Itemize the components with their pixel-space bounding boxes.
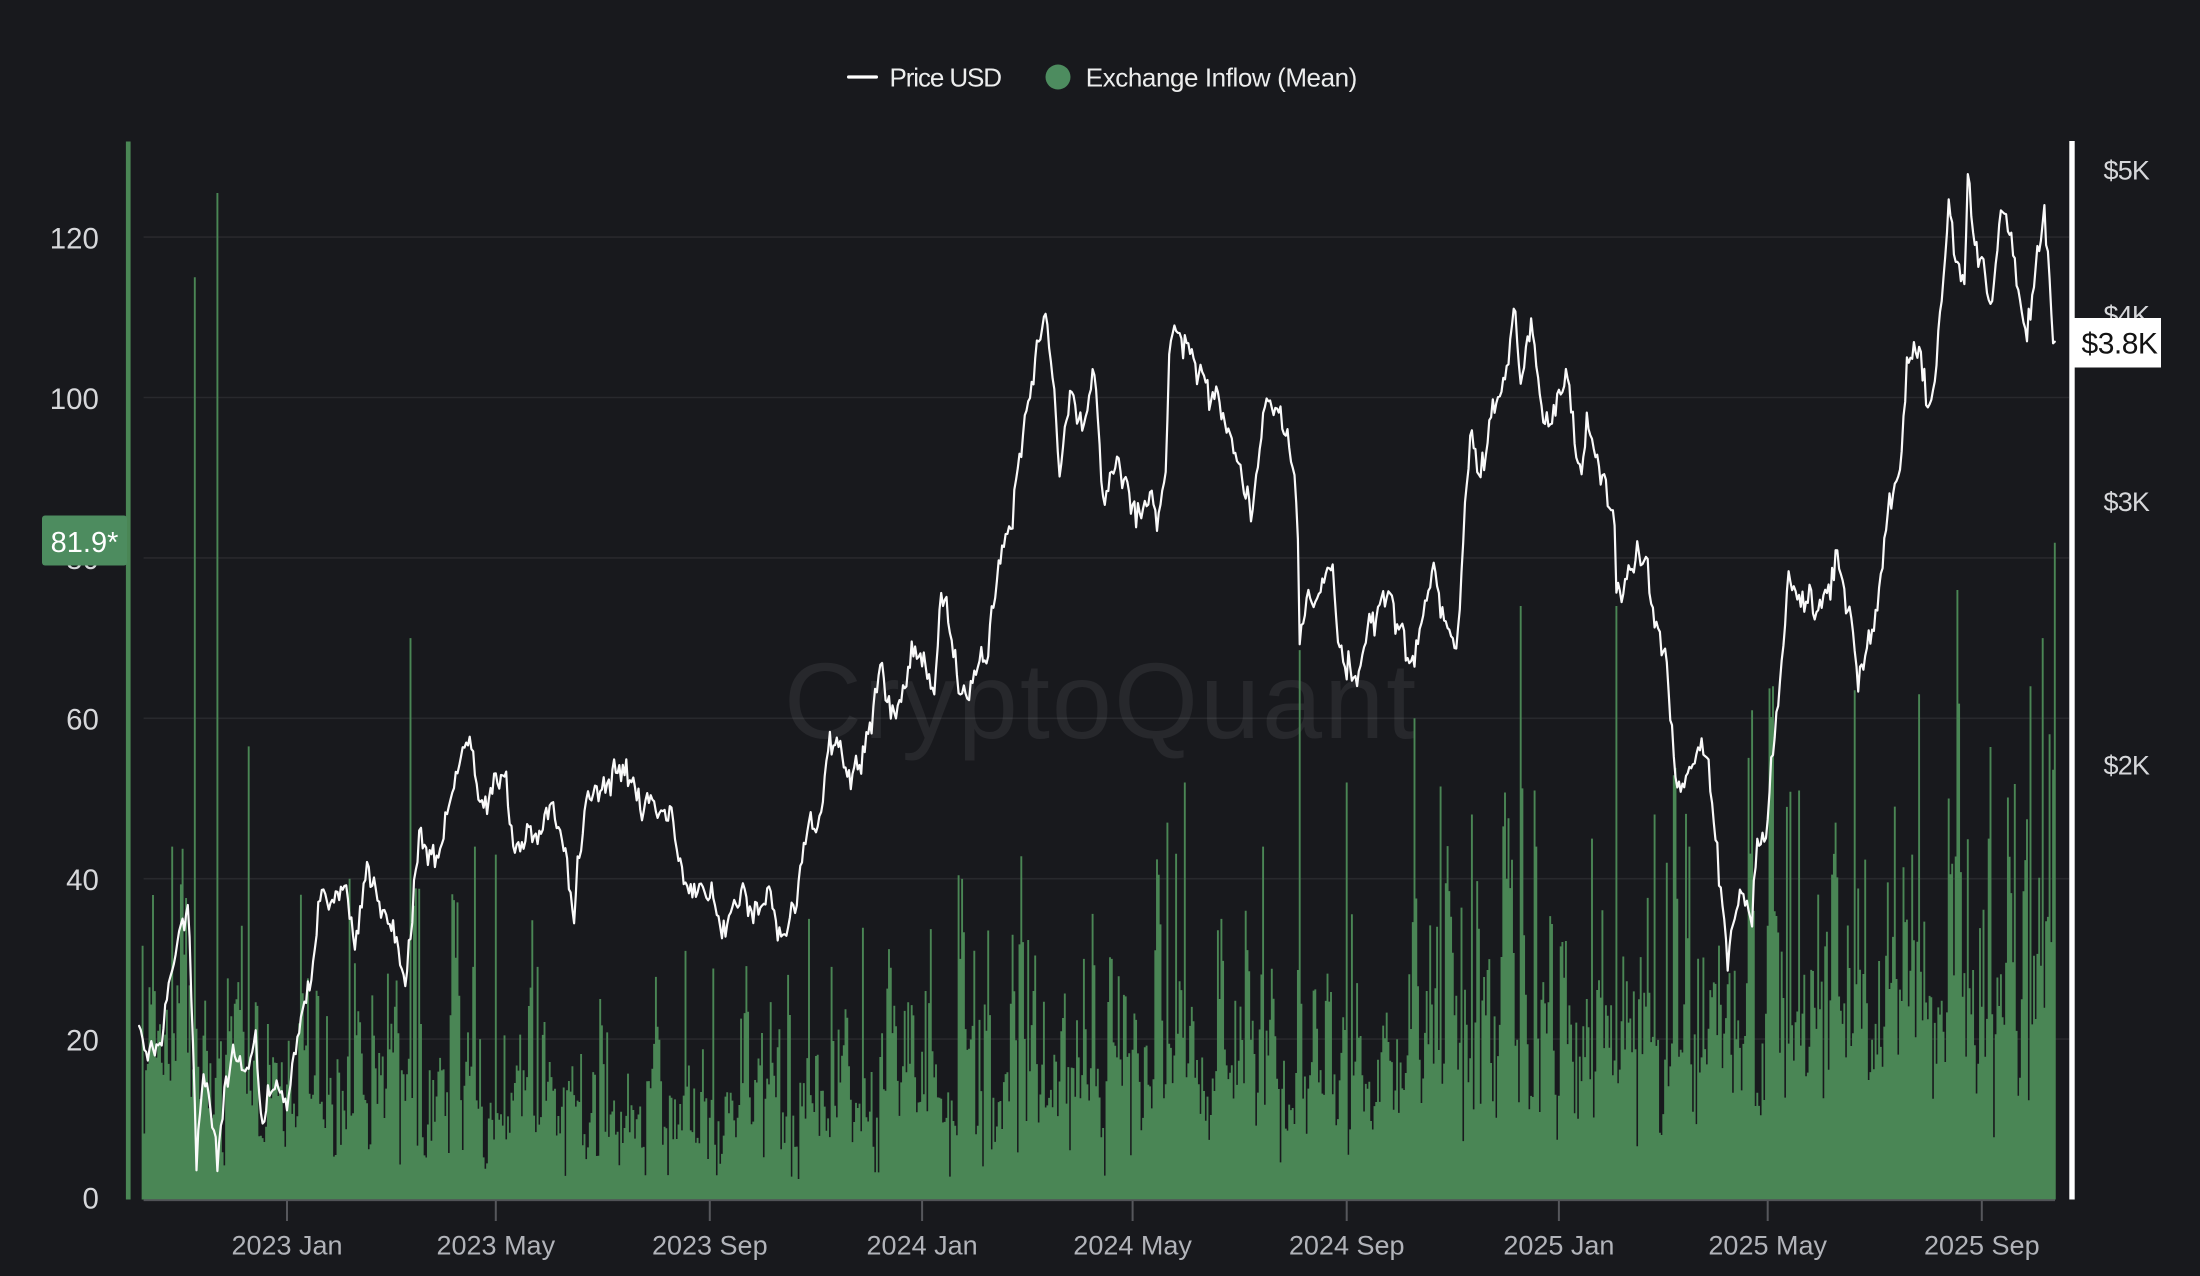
svg-text:2023 Jan: 2023 Jan bbox=[231, 1231, 342, 1261]
svg-text:120: 120 bbox=[50, 222, 99, 255]
svg-text:$3.8K: $3.8K bbox=[2082, 327, 2158, 360]
svg-text:$5K: $5K bbox=[2104, 155, 2150, 185]
svg-text:2024 May: 2024 May bbox=[1073, 1231, 1192, 1261]
svg-text:100: 100 bbox=[50, 383, 99, 416]
svg-text:$3K: $3K bbox=[2104, 487, 2150, 517]
svg-text:20: 20 bbox=[66, 1024, 99, 1057]
svg-text:2025 May: 2025 May bbox=[1708, 1231, 1827, 1261]
svg-text:2023 May: 2023 May bbox=[437, 1231, 556, 1261]
svg-text:2023 Sep: 2023 Sep bbox=[652, 1231, 768, 1261]
svg-text:$2K: $2K bbox=[2104, 750, 2150, 780]
svg-text:2024 Jan: 2024 Jan bbox=[867, 1231, 978, 1261]
svg-text:40: 40 bbox=[66, 864, 99, 897]
svg-text:81.9*: 81.9* bbox=[51, 527, 119, 559]
svg-text:Price USD: Price USD bbox=[890, 63, 1002, 93]
svg-text:2025 Jan: 2025 Jan bbox=[1503, 1231, 1614, 1261]
svg-text:60: 60 bbox=[66, 704, 99, 737]
svg-text:Exchange Inflow (Mean): Exchange Inflow (Mean) bbox=[1086, 63, 1357, 93]
svg-text:CryptoQuant: CryptoQuant bbox=[784, 640, 1418, 761]
svg-text:2024 Sep: 2024 Sep bbox=[1289, 1231, 1405, 1261]
svg-text:2025 Sep: 2025 Sep bbox=[1924, 1231, 2040, 1261]
svg-text:0: 0 bbox=[82, 1182, 98, 1215]
